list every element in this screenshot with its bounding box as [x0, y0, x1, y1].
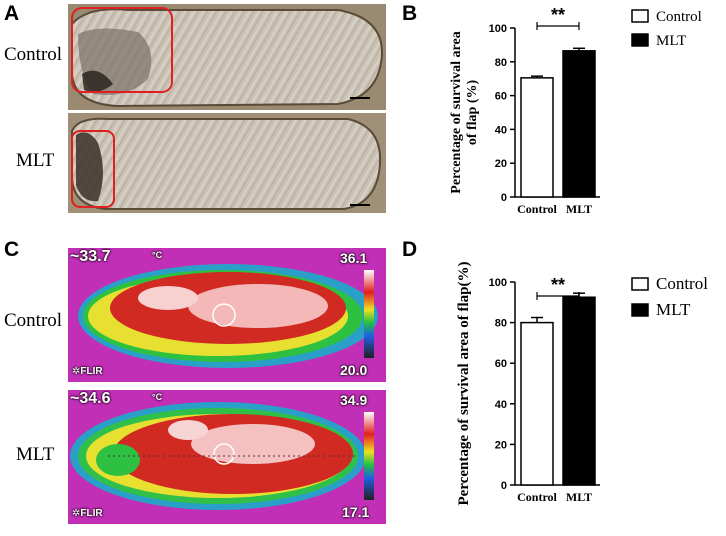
y-axis-label: Percentage of survival area	[449, 31, 464, 193]
photo-control-flap	[68, 4, 386, 110]
x-tick-label: MLT	[566, 490, 592, 504]
x-tick-label: Control	[517, 490, 557, 504]
significance-label: **	[551, 275, 565, 295]
panel-letter-a: A	[4, 2, 20, 25]
scale-min-mlt: 17.1	[342, 504, 370, 520]
flap-illustration	[68, 4, 386, 110]
legend-swatch	[631, 33, 649, 47]
flap-illustration	[68, 113, 386, 213]
scale-max-control: 36.1	[340, 250, 368, 266]
legend-swatch	[631, 9, 649, 23]
y-tick-label: 60	[495, 91, 507, 103]
photo-mlt-flap	[68, 113, 386, 213]
flir-logo-mlt: ✲FLIR	[72, 508, 103, 519]
thermal-image-mlt: ~34.6 °C 34.9 17.1 ✲FLIR	[68, 390, 386, 524]
temp-unit-control: °C	[152, 250, 163, 260]
y-tick-label: 0	[501, 480, 507, 492]
row-label-control-c: Control	[4, 310, 63, 331]
scale-min-control: 20.0	[340, 362, 368, 378]
y-axis-label: of flap (%)	[465, 80, 480, 146]
flame-icon: ✲	[72, 366, 81, 377]
flame-icon: ✲	[72, 508, 81, 519]
row-label-mlt-a: MLT	[16, 150, 55, 171]
thermal-image-control: ~33.7 °C 36.1 20.0 ✲FLIR	[68, 248, 386, 382]
chart-b: 0 20 40 60 80 100 Percentage of survival area o…	[449, 5, 702, 216]
legend-label: Control	[656, 274, 708, 293]
x-tick-label: MLT	[566, 202, 592, 216]
y-tick-label: 80	[495, 57, 507, 69]
temp-readout-control: ~33.7	[70, 248, 111, 265]
bar-control	[520, 321, 554, 486]
legend-label: Control	[656, 9, 702, 25]
x-tick-label: Control	[517, 202, 557, 216]
bar-mlt	[562, 50, 596, 198]
thermal-illustration	[68, 248, 386, 382]
legend-label: MLT	[656, 33, 686, 49]
row-label-mlt-c: MLT	[16, 444, 55, 465]
chart-d: 0 20 40 60 80 100 Percentage of survival area …	[456, 262, 708, 506]
y-tick-label: 100	[489, 23, 507, 35]
panel-letter-c: C	[4, 238, 20, 261]
y-tick-label: 20	[495, 439, 507, 451]
legend-swatch	[631, 303, 649, 317]
y-tick-label: 40	[495, 399, 507, 411]
significance-label: **	[551, 5, 565, 25]
flir-logo-control: ✲FLIR	[72, 366, 103, 377]
y-tick-label: 40	[495, 124, 507, 136]
bar-control	[520, 77, 554, 198]
panel-letter-d: D	[402, 238, 418, 261]
y-tick-label: 0	[501, 192, 507, 204]
row-label-control-a: Control	[4, 44, 63, 65]
legend-swatch	[631, 277, 649, 291]
legend-label: MLT	[656, 300, 691, 319]
y-axis-label: Percentage of survival area of flap(%)	[456, 262, 472, 506]
y-tick-label: 100	[489, 277, 507, 289]
y-tick-label: 60	[495, 358, 507, 370]
y-tick-label: 80	[495, 318, 507, 330]
panel-letter-b: B	[402, 2, 418, 25]
temp-unit-mlt: °C	[152, 392, 163, 402]
temp-readout-mlt: ~34.6	[70, 390, 111, 407]
scale-max-mlt: 34.9	[340, 392, 368, 408]
bar-mlt	[562, 296, 596, 486]
thermal-illustration	[68, 390, 386, 524]
y-tick-label: 20	[495, 158, 507, 170]
